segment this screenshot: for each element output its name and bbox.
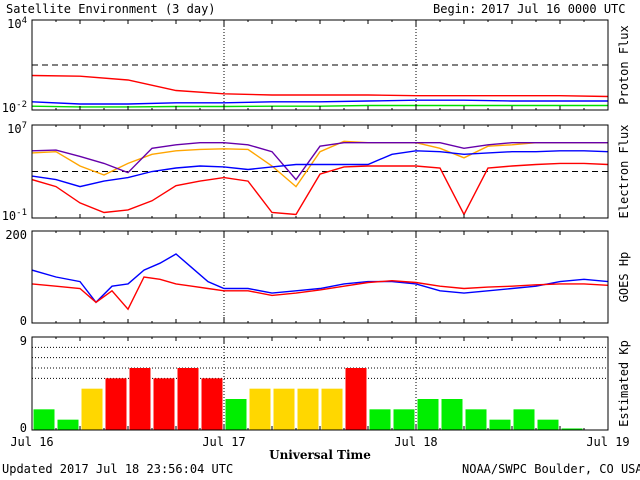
y-tick-label: 10-2 <box>2 100 27 115</box>
series-line-electron-3 <box>32 162 608 217</box>
series-line-proton-0 <box>32 74 608 98</box>
credit-text: NOAA/SWPC Boulder, CO USA <box>462 462 640 476</box>
kp-bar <box>441 399 463 430</box>
kp-bar <box>129 368 151 430</box>
plot-area-goes_hp <box>32 253 608 311</box>
kp-bar <box>273 388 295 430</box>
x-tick-label: Jul 18 <box>394 435 437 449</box>
series-line-electron-1 <box>32 141 608 181</box>
panel-frame-electron <box>31 124 609 219</box>
kp-bar <box>345 368 367 430</box>
kp-bar <box>297 388 319 430</box>
kp-bar <box>537 419 559 430</box>
begin-label: Begin: <box>433 2 477 16</box>
plot-area-electron <box>32 140 608 217</box>
kp-bar <box>417 399 439 430</box>
y-tick-label: 10-1 <box>2 208 27 223</box>
plot-area-proton <box>32 74 608 108</box>
y-tick-label: 9 <box>20 334 27 348</box>
panel-frame-proton <box>31 19 609 111</box>
y-axis-label: Estimated Kp <box>617 340 631 427</box>
series-line-proton-1 <box>32 99 608 105</box>
kp-bar <box>153 378 175 430</box>
kp-bar <box>105 378 127 430</box>
kp-bar <box>249 388 271 430</box>
kp-bar <box>57 419 79 430</box>
updated-timestamp: Updated 2017 Jul 18 23:56:04 UTC <box>2 462 234 476</box>
kp-bar <box>369 409 391 430</box>
kp-bar <box>201 378 223 430</box>
x-tick-label: Jul 16 <box>10 435 53 449</box>
kp-bar <box>33 409 55 430</box>
series-line-electron-0 <box>32 140 608 188</box>
plot-area-kp <box>33 368 583 430</box>
panel-frame-goes_hp <box>31 230 609 324</box>
y-axis-label: GOES Hp <box>617 252 631 303</box>
y-tick-label: 200 <box>5 228 27 242</box>
series-line-electron-2 <box>32 150 608 188</box>
y-axis-label: Proton Flux <box>617 25 631 104</box>
series-line-goes_hp-0 <box>32 253 608 304</box>
chart-title: Satellite Environment (3 day) <box>6 2 216 16</box>
x-tick-label: Jul 19 <box>586 435 629 449</box>
y-tick-label: 0 <box>20 314 27 328</box>
y-tick-label: 104 <box>7 16 27 31</box>
x-axis-label: Universal Time <box>269 448 371 462</box>
kp-bar <box>513 409 535 430</box>
kp-bar <box>489 419 511 430</box>
kp-bar <box>225 399 247 430</box>
kp-bar <box>321 388 343 430</box>
series-line-goes_hp-1 <box>32 276 608 311</box>
kp-bar <box>81 388 103 430</box>
y-tick-label: 107 <box>7 121 27 136</box>
begin-value: 2017 Jul 16 0000 UTC <box>481 2 626 16</box>
kp-bar <box>177 368 199 430</box>
y-axis-label: Electron Flux <box>617 125 631 219</box>
kp-bar <box>561 428 583 430</box>
y-tick-label: 0 <box>20 421 27 435</box>
kp-bar <box>465 409 487 430</box>
kp-bar <box>393 409 415 430</box>
x-tick-label: Jul 17 <box>202 435 245 449</box>
